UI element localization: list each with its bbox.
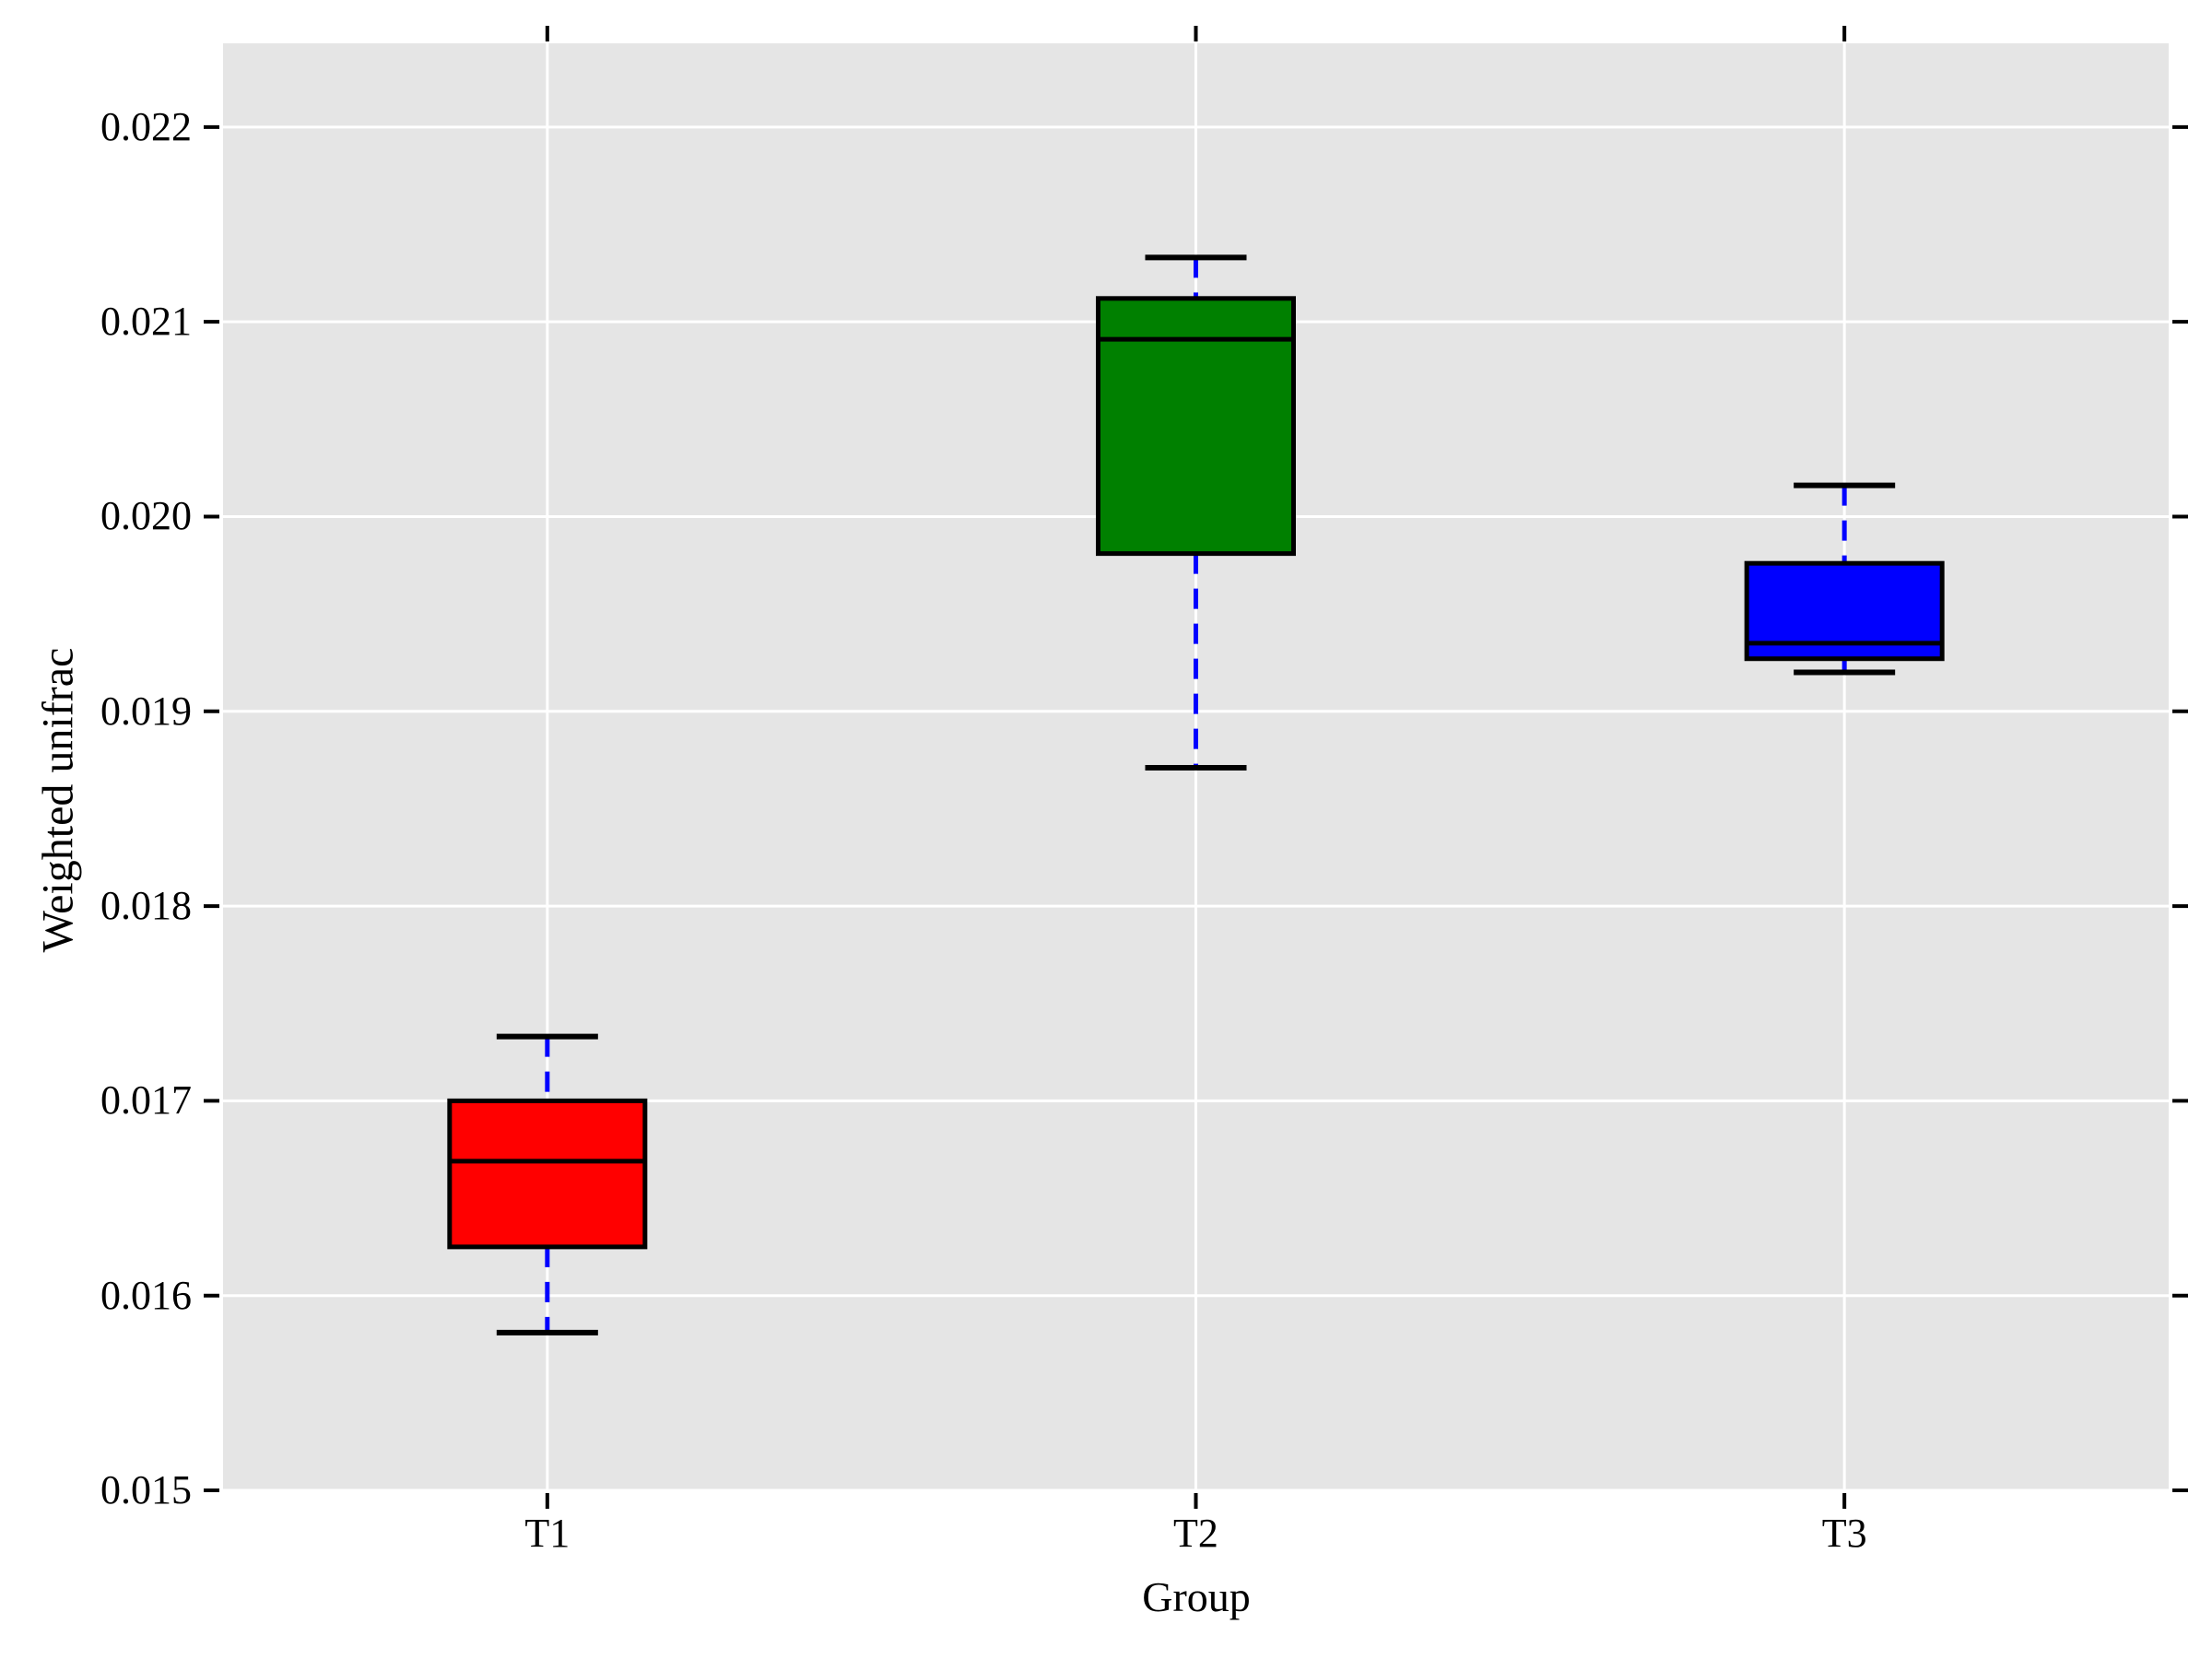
x-tick-label-T3: T3 (1821, 1511, 1867, 1556)
y-tick-label-0.019: 0.019 (100, 688, 192, 734)
y-tick-label-0.016: 0.016 (100, 1272, 192, 1318)
x-tick-label-T2: T2 (1173, 1511, 1218, 1556)
x-tick-label-T1: T1 (524, 1511, 571, 1556)
y-tick-label-0.015: 0.015 (100, 1467, 192, 1512)
x-axis-label: Group (1142, 1573, 1251, 1620)
y-tick-label-0.018: 0.018 (100, 883, 192, 929)
box-T2 (1096, 296, 1296, 557)
y-tick-label-0.021: 0.021 (100, 299, 192, 345)
box-T1 (447, 1098, 648, 1250)
y-tick-label-0.022: 0.022 (100, 103, 192, 149)
y-tick-label-0.020: 0.020 (100, 493, 192, 539)
y-tick-label-0.017: 0.017 (100, 1077, 192, 1124)
